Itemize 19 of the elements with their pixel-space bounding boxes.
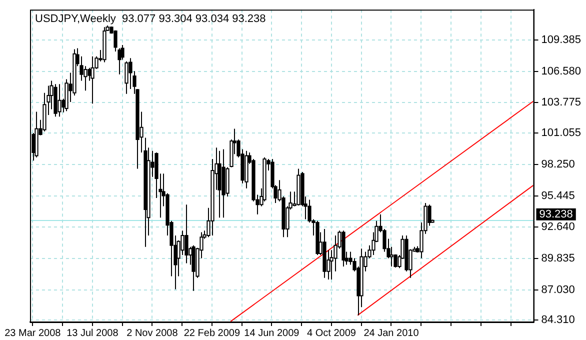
- x-tick-label: 23 Mar 2008: [4, 328, 62, 339]
- x-tick-label: 24 Jan 2010: [364, 328, 420, 339]
- x-tick-label: 2 Nov 2008: [126, 328, 178, 339]
- y-tick-label: 89.835: [541, 252, 575, 264]
- y-tick-label: 109.385: [541, 34, 582, 46]
- ref-line-label: 93.238: [539, 208, 573, 220]
- y-tick-label: 98.250: [541, 158, 575, 170]
- y-tick-label: 92.640: [541, 221, 575, 234]
- y-tick-label: 103.775: [541, 96, 582, 109]
- y-tick-label: 95.445: [541, 190, 575, 202]
- chart-title: USDJPY,Weekly 93.077 93.304 93.034 93.238: [35, 13, 266, 26]
- x-tick-label: 14 Jun 2009: [244, 328, 300, 339]
- y-tick-label: 84.310: [541, 314, 575, 326]
- x-tick-label: 4 Oct 2009: [307, 328, 356, 339]
- y-tick-label: 87.030: [541, 284, 575, 296]
- x-tick-label: 13 Jul 2008: [66, 328, 119, 339]
- y-tick-label: 101.055: [541, 127, 582, 140]
- y-tick-label: 106.580: [541, 65, 582, 78]
- x-tick-label: 22 Feb 2009: [184, 328, 240, 339]
